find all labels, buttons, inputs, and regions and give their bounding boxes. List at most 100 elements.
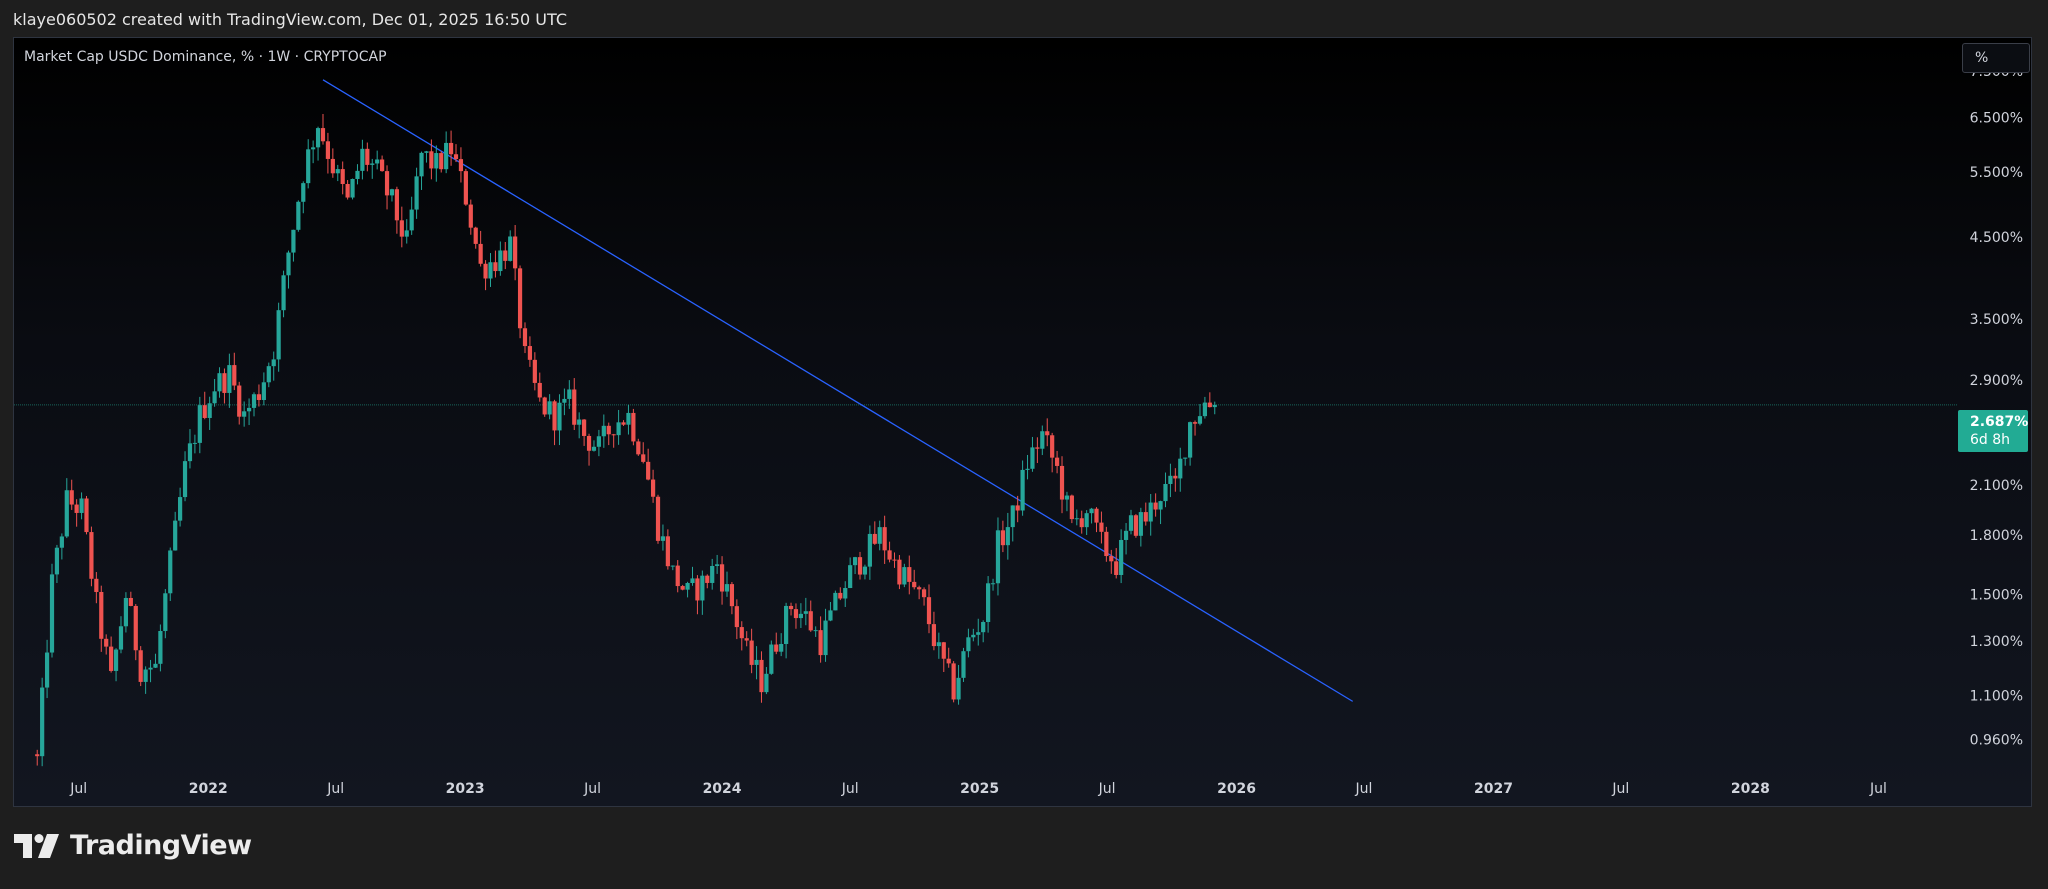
candle-up: [498, 250, 503, 272]
candle-down: [325, 141, 331, 159]
candle-up: [710, 565, 715, 583]
candle-up: [404, 230, 409, 237]
candle-down: [128, 597, 133, 606]
candle-down: [256, 394, 262, 400]
candle-down: [532, 359, 537, 383]
candle-up: [315, 128, 321, 148]
candle-up: [877, 527, 882, 544]
candle-down: [237, 385, 242, 417]
candle-up: [936, 642, 941, 647]
candle-down: [1069, 495, 1074, 520]
candle-down: [384, 171, 390, 196]
candle-down: [202, 405, 207, 418]
candle-down: [1054, 457, 1060, 466]
candle-down: [749, 640, 754, 665]
candle-down: [458, 159, 464, 172]
candle-down: [542, 397, 547, 415]
candle-up: [59, 536, 64, 548]
candle-up: [843, 588, 848, 599]
candle-up: [823, 620, 828, 656]
candle-up: [64, 490, 69, 537]
x-tick-month: Jul: [326, 781, 344, 797]
candle-up: [192, 442, 197, 444]
candle-up: [852, 557, 858, 566]
candle-up: [966, 637, 971, 652]
candle-up: [1197, 416, 1203, 424]
candle-up: [1202, 402, 1207, 417]
candle-down: [882, 527, 887, 551]
candle-up: [1212, 404, 1217, 408]
candle-down: [94, 578, 99, 592]
candle-up: [798, 613, 803, 619]
chart-canvas[interactable]: 7.500%6.500%5.500%4.500%3.500%2.900%2.10…: [14, 38, 2031, 806]
candle-down: [399, 220, 404, 237]
candle-down: [394, 189, 399, 221]
candle-down: [1207, 402, 1212, 408]
tradingview-logo-icon: [14, 833, 59, 858]
candle-down: [636, 441, 641, 455]
y-tick-label: 2.900%: [1970, 373, 2023, 389]
candle-up: [54, 547, 60, 575]
trendline-group: [322, 79, 1354, 702]
candle-down: [734, 606, 739, 628]
candle-up: [833, 592, 838, 611]
brand-logo: TradingView: [14, 830, 252, 861]
candle-down: [1099, 522, 1104, 532]
candle-up: [1005, 527, 1010, 546]
brand-name: TradingView: [70, 830, 252, 861]
candle-up: [153, 663, 158, 668]
candle-up: [488, 262, 493, 279]
chart-panel[interactable]: 7.500%6.500%5.500%4.500%3.500%2.900%2.10…: [13, 37, 2032, 807]
candle-up: [212, 391, 217, 404]
last-price-value: 2.687%: [1970, 414, 2029, 430]
candle-up: [1074, 518, 1079, 520]
candle-up: [1010, 505, 1015, 528]
candle-up: [990, 583, 996, 585]
candle-up: [291, 229, 296, 253]
candle-down: [109, 646, 114, 671]
candle-down: [1035, 447, 1040, 449]
candle-down: [586, 435, 592, 451]
x-axis: Jul 2022 Jul 2023 Jul 2024 Jul 2025 Jul 2026 Jul 20…: [69, 781, 1887, 797]
candle-down: [655, 496, 661, 541]
candle-down: [74, 504, 79, 513]
candle-up: [158, 630, 163, 664]
candle-up: [902, 567, 907, 585]
trendline[interactable]: [322, 79, 1354, 702]
candle-down: [744, 638, 749, 641]
y-tick-label: 1.100%: [1970, 688, 2023, 704]
candle-down: [537, 382, 542, 398]
candle-up: [276, 310, 281, 360]
candle-up: [143, 669, 148, 682]
candle-up: [1040, 431, 1045, 449]
candle-up: [670, 565, 675, 567]
candle-up: [40, 687, 45, 757]
candle-down: [631, 412, 636, 442]
candle-up: [685, 583, 690, 590]
candle-up: [197, 405, 202, 443]
candle-up: [168, 550, 173, 594]
candle-down: [729, 584, 735, 607]
candles-group: [35, 113, 1217, 767]
candle-up: [1128, 515, 1134, 531]
candle-up: [557, 402, 562, 431]
y-axis: 7.500%6.500%5.500%4.500%3.500%2.900%2.10…: [1970, 64, 2023, 749]
candle-up: [1188, 422, 1193, 458]
candle-up: [616, 422, 621, 436]
candle-up: [350, 178, 355, 198]
candle-up: [828, 610, 833, 621]
candle-up: [1168, 475, 1173, 484]
y-tick-label: 1.500%: [1970, 588, 2023, 604]
candle-up: [79, 498, 84, 513]
x-tick-month: Jul: [841, 781, 859, 797]
candle-down: [1114, 561, 1119, 575]
candle-down: [606, 425, 611, 435]
candle-up: [1178, 458, 1183, 479]
candle-down: [99, 591, 104, 639]
candle-down: [1153, 502, 1158, 510]
candle-up: [1084, 513, 1089, 528]
scale-mode-button[interactable]: %: [1962, 43, 2030, 73]
candle-down: [503, 250, 508, 261]
candle-down: [946, 658, 951, 664]
candle-up: [266, 366, 271, 383]
